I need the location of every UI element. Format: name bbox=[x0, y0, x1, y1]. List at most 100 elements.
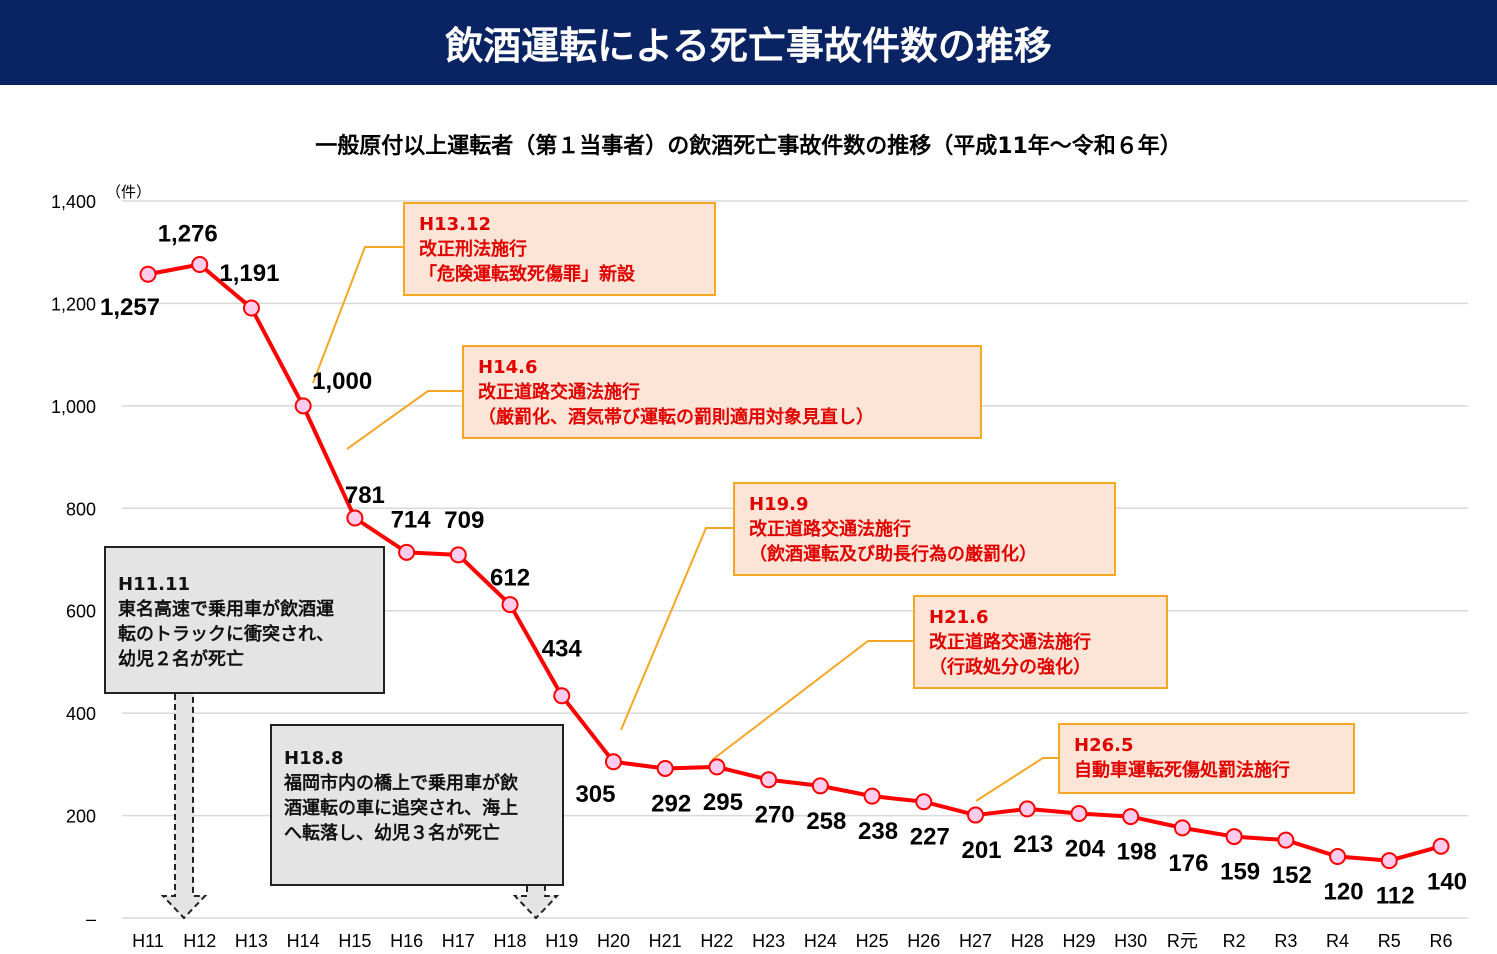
x-tick-label: R6 bbox=[1429, 931, 1452, 951]
data-point bbox=[346, 509, 364, 527]
annotation-h13-12: H13.12 改正刑法施行 「危険運転致死傷罪」新設 bbox=[403, 202, 716, 296]
data-label: 709 bbox=[444, 507, 484, 534]
annotation-date: H13.12 bbox=[419, 214, 491, 235]
x-tick-label: R2 bbox=[1223, 931, 1246, 951]
data-point bbox=[242, 299, 260, 317]
data-point bbox=[398, 543, 416, 561]
data-point bbox=[1329, 848, 1347, 866]
data-label: 1,000 bbox=[312, 368, 372, 395]
event-date: H11.11 bbox=[118, 574, 190, 595]
x-tick-label: H11 bbox=[132, 931, 164, 951]
event-h18-8: H18.8 福岡市内の橋上で乗用車が飲 酒運転の車に追突され、海上 へ転落し、幼… bbox=[270, 724, 564, 886]
data-label: 305 bbox=[575, 781, 615, 808]
annotation-h26-5: H26.5 自動車運転死傷処罰法施行 bbox=[1058, 723, 1355, 794]
x-tick-label: R3 bbox=[1274, 931, 1297, 951]
event-h11-11: H11.11 東名高速で乗用車が飲酒運 転のトラックに衝突され、 幼児２名が死亡 bbox=[104, 546, 385, 694]
y-tick-label: 600 bbox=[66, 602, 96, 622]
x-tick-label: H14 bbox=[287, 931, 320, 951]
data-label: 238 bbox=[858, 818, 898, 845]
data-point bbox=[294, 397, 312, 415]
annotation-line: 改正道路交通法施行 bbox=[478, 382, 640, 403]
x-tick-label: H17 bbox=[442, 931, 475, 951]
annotation-date: H19.9 bbox=[749, 494, 809, 515]
data-label: 258 bbox=[806, 808, 846, 835]
data-label: 714 bbox=[391, 506, 432, 533]
x-tick-label: R5 bbox=[1378, 931, 1401, 951]
data-label: 781 bbox=[345, 482, 385, 509]
annotation-line: （行政処分の強化） bbox=[929, 657, 1091, 678]
y-tick-label: 400 bbox=[66, 704, 96, 724]
y-tick-label: 1,000 bbox=[51, 397, 96, 417]
event-line: 転のトラックに衝突され、 bbox=[118, 624, 335, 645]
data-label: 198 bbox=[1117, 839, 1157, 866]
data-point bbox=[1380, 852, 1398, 870]
x-tick-label: H22 bbox=[700, 931, 733, 951]
data-point bbox=[1018, 800, 1036, 818]
series-line bbox=[147, 262, 1442, 863]
data-point bbox=[449, 546, 467, 564]
x-tick-label: H28 bbox=[1011, 931, 1044, 951]
event-line: 酒運転の車に追突され、海上 bbox=[284, 798, 519, 819]
data-point bbox=[191, 256, 209, 274]
data-point bbox=[1122, 808, 1140, 826]
x-tick-label: H21 bbox=[649, 931, 682, 951]
data-point bbox=[604, 753, 622, 771]
chart-title: 一般原付以上運転者（第１当事者）の飲酒死亡事故件数の推移（平成11年～令和６年） bbox=[315, 134, 1182, 159]
x-tick-label: H19 bbox=[545, 931, 578, 951]
leader-line bbox=[975, 757, 1058, 802]
leader-line bbox=[711, 640, 913, 761]
data-label: 1,276 bbox=[158, 221, 218, 248]
x-tick-label: H12 bbox=[183, 931, 216, 951]
annotation-date: H26.5 bbox=[1074, 735, 1134, 756]
data-label: 612 bbox=[490, 565, 530, 592]
event-line: 東名高速で乗用車が飲酒運 bbox=[118, 599, 334, 620]
annotation-h14-6: H14.6 改正道路交通法施行 （厳罰化、酒気帯び運転の罰則適用対象見直し） bbox=[462, 345, 982, 439]
annotation-date: H21.6 bbox=[929, 607, 989, 628]
data-label: 120 bbox=[1324, 879, 1364, 906]
x-tick-label: H30 bbox=[1114, 931, 1147, 951]
x-tick-label: H20 bbox=[597, 931, 630, 951]
annotation-date: H14.6 bbox=[478, 357, 538, 378]
event-date: H18.8 bbox=[284, 748, 344, 769]
dashed-arrow-icon bbox=[512, 886, 560, 920]
data-label: 213 bbox=[1013, 831, 1053, 858]
x-tick-label: H15 bbox=[338, 931, 371, 951]
page-title: 飲酒運転による死亡事故件数の推移 bbox=[0, 0, 1497, 85]
x-tick-label: H29 bbox=[1062, 931, 1095, 951]
data-point bbox=[760, 771, 778, 789]
x-tick-label: R4 bbox=[1326, 931, 1349, 951]
y-tick-label: 200 bbox=[66, 807, 96, 827]
data-label: 152 bbox=[1272, 862, 1312, 889]
dashed-arrow-icon bbox=[160, 694, 208, 920]
leader-line bbox=[312, 246, 403, 384]
data-label: 227 bbox=[910, 824, 950, 851]
annotation-line: 改正刑法施行 bbox=[419, 239, 527, 260]
data-label: 112 bbox=[1376, 883, 1415, 910]
data-label: 176 bbox=[1168, 850, 1208, 877]
data-point bbox=[553, 687, 571, 705]
y-tick-label: 1,400 bbox=[51, 192, 96, 212]
annotation-line: 「危険運転致死傷罪」新設 bbox=[419, 264, 635, 285]
event-line: へ転落し、幼児３名が死亡 bbox=[284, 823, 500, 844]
data-label: 204 bbox=[1065, 836, 1106, 863]
leader-line bbox=[346, 390, 462, 450]
leader-line bbox=[620, 527, 733, 731]
data-label: 434 bbox=[542, 636, 583, 663]
x-tick-label: H13 bbox=[235, 931, 268, 951]
data-label: 292 bbox=[651, 790, 691, 817]
data-label: 1,257 bbox=[100, 294, 160, 321]
data-point bbox=[1173, 819, 1191, 837]
data-point bbox=[139, 265, 157, 283]
data-point bbox=[1070, 805, 1088, 823]
y-tick-label: – bbox=[86, 909, 96, 929]
data-point bbox=[656, 759, 674, 777]
data-label: 159 bbox=[1220, 859, 1260, 886]
data-point bbox=[811, 777, 829, 795]
data-point bbox=[708, 758, 726, 776]
x-tick-label: H18 bbox=[494, 931, 527, 951]
data-point bbox=[1225, 828, 1243, 846]
annotation-line: 自動車運転死傷処罰法施行 bbox=[1074, 760, 1290, 781]
x-tick-label: H27 bbox=[959, 931, 992, 951]
annotation-h19-9: H19.9 改正道路交通法施行 （飲酒運転及び助長行為の厳罰化） bbox=[733, 482, 1116, 576]
data-label: 1,191 bbox=[219, 260, 279, 287]
